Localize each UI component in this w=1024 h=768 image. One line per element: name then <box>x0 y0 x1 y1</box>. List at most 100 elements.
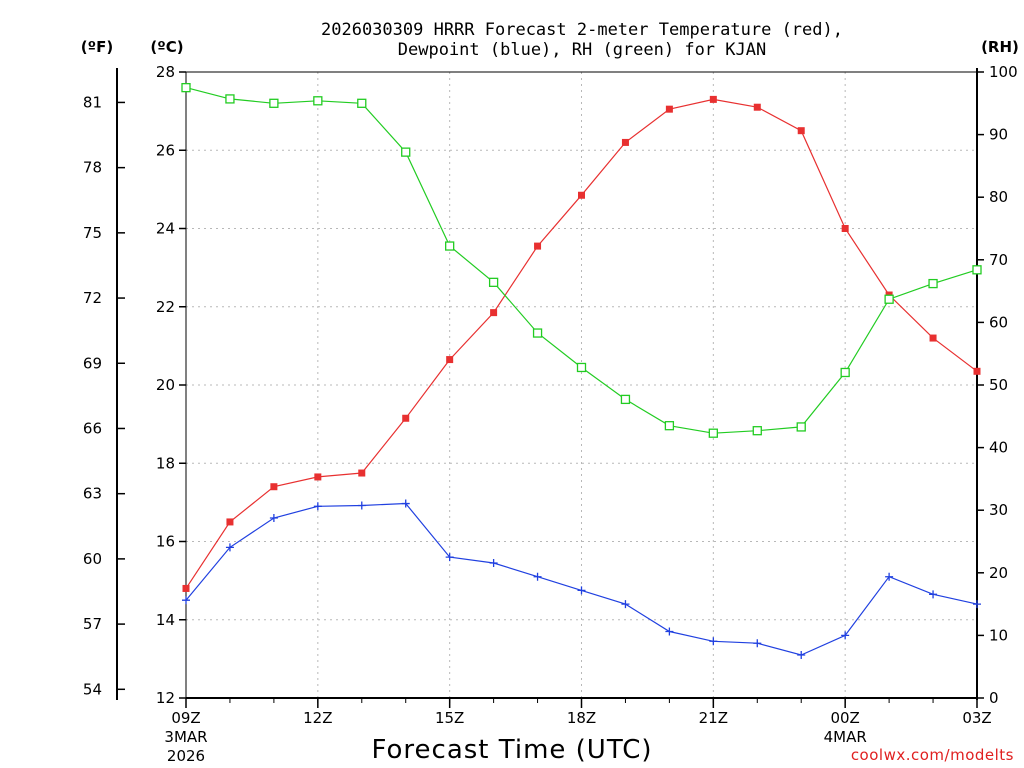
rh-point-0 <box>181 83 191 93</box>
x-tick-sublabel-0: 3MAR <box>164 728 207 746</box>
2-meter-temperature-point-4 <box>358 469 366 477</box>
rh-unit-label: (RH) <box>981 38 1019 56</box>
x-tick-label-6: 03Z <box>962 709 991 727</box>
gridlines <box>186 72 977 698</box>
dewpoint-point-18 <box>973 600 981 609</box>
2-meter-temperature-point-0 <box>182 584 190 592</box>
x-tick-label-5: 00Z <box>830 709 859 727</box>
dewpoint-line <box>185 502 978 656</box>
fahrenheit-tick-label-9: 81 <box>83 93 102 111</box>
x-tick-label-3: 18Z <box>567 709 596 727</box>
2-meter-temperature-point-2 <box>270 483 278 491</box>
celsius-tick-label-7: 26 <box>156 141 175 159</box>
dewpoint-point-6 <box>445 553 454 562</box>
fahrenheit-tick-label-4: 66 <box>83 419 102 437</box>
celsius-tick-label-8: 28 <box>156 63 175 81</box>
fahrenheit-tick-label-3: 63 <box>83 485 102 503</box>
2-meter-temperature-point-3 <box>314 473 322 481</box>
2-meter-temperature-point-8 <box>534 242 542 250</box>
x-tick-year-0: 2026 <box>167 747 205 765</box>
chart-title-line1: 2026030309 HRRR Forecast 2-meter Tempera… <box>321 20 843 40</box>
dewpoint-point-14 <box>797 650 806 659</box>
axes <box>116 68 978 700</box>
rh-point-15 <box>840 367 850 378</box>
rh-point-12 <box>708 428 718 438</box>
x-tick-label-1: 12Z <box>303 709 332 727</box>
rh-point-3 <box>313 96 323 106</box>
x-axis-label: Forecast Time (UTC) <box>371 735 652 765</box>
2-meter-temperature-point-13 <box>753 103 761 111</box>
dewpoint-point-7 <box>489 559 498 568</box>
rh-tick-label-8: 80 <box>989 188 1008 206</box>
fahrenheit-tick-label-7: 75 <box>83 224 102 242</box>
rh-tick-label-5: 50 <box>989 376 1008 394</box>
dewpoint-point-5 <box>401 499 410 508</box>
2-meter-temperature-point-9 <box>578 191 585 199</box>
celsius-tick-label-2: 16 <box>156 533 175 551</box>
dewpoint-point-9 <box>577 586 586 595</box>
celsius-tick-label-1: 14 <box>156 611 175 629</box>
dewpoint-point-3 <box>313 502 322 511</box>
fahrenheit-tick-label-0: 54 <box>83 680 102 698</box>
rh-point-7 <box>488 277 499 287</box>
celsius-tick-label-3: 18 <box>156 454 175 472</box>
rh-point-4 <box>357 98 367 108</box>
2-meter-temperature-point-7 <box>490 309 498 317</box>
dewpoint-point-13 <box>753 639 762 648</box>
fahrenheit-axis: 54 57 60 63 66 69 72 75 78 81 <box>83 93 125 698</box>
2-meter-temperature-point-1 <box>226 518 234 526</box>
dewpoint-point-4 <box>357 501 366 510</box>
data-series <box>181 83 982 659</box>
rh-point-9 <box>576 362 587 373</box>
chart-title-line2: Dewpoint (blue), RH (green) for KJAN <box>398 40 766 60</box>
dewpoint-point-8 <box>533 572 542 581</box>
fahrenheit-tick-label-5: 69 <box>83 354 102 372</box>
rh-point-14 <box>796 422 806 432</box>
dewpoint-point-11 <box>665 627 674 636</box>
fahrenheit-tick-label-8: 78 <box>83 159 102 177</box>
celsius-tick-label-6: 24 <box>156 220 175 238</box>
fahrenheit-unit-label: (ºF) <box>81 38 113 56</box>
dewpoint-point-1 <box>225 543 234 552</box>
dewpoint-point-17 <box>929 590 938 599</box>
rh-tick-label-6: 60 <box>989 313 1008 331</box>
dewpoint-point-10 <box>621 600 630 609</box>
2-meter-temperature-point-12 <box>709 95 717 103</box>
2-meter-temperature-point-17 <box>929 334 937 342</box>
rh-tick-label-1: 10 <box>989 626 1008 644</box>
rh-tick-label-4: 40 <box>989 439 1008 457</box>
rh-point-2 <box>269 98 279 108</box>
rh-point-18 <box>972 265 982 275</box>
rh-tick-label-0: 0 <box>989 689 999 707</box>
rh-tick-label-9: 90 <box>989 126 1008 144</box>
rh-tick-label-3: 30 <box>989 501 1008 519</box>
2-meter-temperature-point-14 <box>797 127 805 135</box>
dewpoint-point-15 <box>841 631 850 640</box>
2-meter-temperature-point-15 <box>841 225 849 232</box>
rh-tick-label-7: 70 <box>989 251 1008 269</box>
2-meter-temperature-point-10 <box>621 138 629 146</box>
rh-point-10 <box>620 394 631 405</box>
rh-point-11 <box>664 421 675 431</box>
dewpoint-point-0 <box>182 596 190 605</box>
dewpoint-point-2 <box>269 514 278 523</box>
fahrenheit-tick-label-1: 57 <box>83 615 102 633</box>
credit-text: coolwx.com/modelts <box>851 746 1014 764</box>
celsius-tick-label-5: 22 <box>156 298 175 316</box>
rh-point-5 <box>401 147 411 157</box>
2-meter-temperature-point-5 <box>402 414 410 422</box>
celsius-tick-label-4: 20 <box>156 376 175 394</box>
rh-point-8 <box>532 328 543 338</box>
x-tick-label-4: 21Z <box>699 709 728 727</box>
celsius-axis: 12 14 16 18 20 22 24 26 28 <box>156 63 186 707</box>
rh-point-1 <box>225 94 235 104</box>
2-meter-temperature-point-18 <box>973 367 981 375</box>
celsius-tick-label-0: 12 <box>156 689 175 707</box>
rh-axis: 0 10 20 30 40 50 60 70 80 90 100 <box>977 63 1018 707</box>
celsius-unit-label: (ºC) <box>150 38 183 56</box>
2-meter-temperature-point-11 <box>665 105 673 113</box>
x-tick-label-0: 09Z <box>171 709 200 727</box>
rh-tick-label-10: 100 <box>989 63 1018 81</box>
